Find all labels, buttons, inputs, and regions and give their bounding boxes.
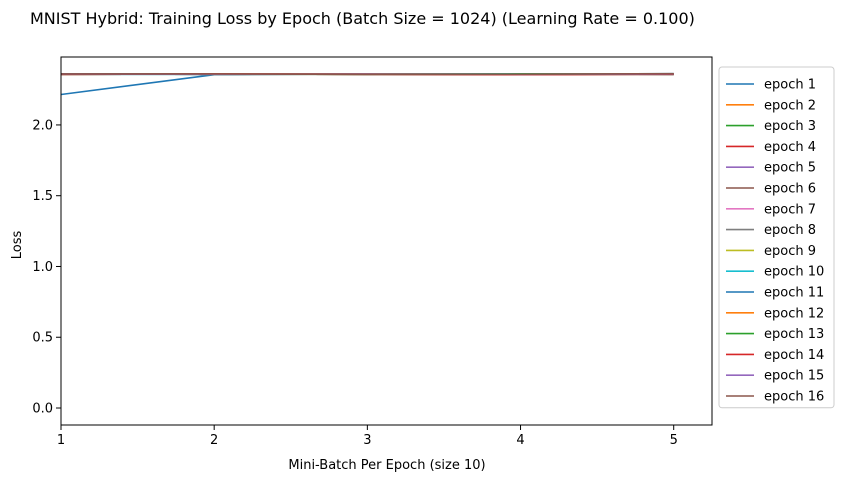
x-tick-label: 1 bbox=[57, 433, 65, 448]
plot-area bbox=[61, 74, 674, 95]
y-tick-label: 1.0 bbox=[32, 260, 53, 275]
axes: 1 2 3 4 5 0.0 0.5 1.0 1.5 2.0 bbox=[32, 57, 712, 448]
series-line-1 bbox=[61, 74, 674, 95]
series-line-16 bbox=[61, 74, 674, 75]
legend-label: epoch 15 bbox=[764, 369, 824, 384]
legend-label: epoch 1 bbox=[764, 78, 816, 93]
legend-label: epoch 4 bbox=[764, 140, 816, 155]
legend-label: epoch 14 bbox=[764, 348, 824, 363]
legend-label: epoch 8 bbox=[764, 223, 816, 238]
legend-label: epoch 6 bbox=[764, 182, 816, 197]
y-tick-label: 0.0 bbox=[32, 402, 53, 417]
y-tick-label: 0.5 bbox=[32, 331, 53, 346]
y-axis-label: Loss bbox=[10, 231, 25, 260]
legend-label: epoch 12 bbox=[764, 306, 824, 321]
legend-label: epoch 10 bbox=[764, 265, 824, 280]
legend-label: epoch 2 bbox=[764, 98, 816, 113]
chart-title: MNIST Hybrid: Training Loss by Epoch (Ba… bbox=[30, 9, 695, 28]
legend-label: epoch 9 bbox=[764, 244, 816, 259]
x-tick-label: 2 bbox=[210, 433, 218, 448]
x-axis-label: Mini-Batch Per Epoch (size 10) bbox=[288, 458, 485, 473]
y-tick-label: 2.0 bbox=[32, 118, 53, 133]
legend-label: epoch 16 bbox=[764, 390, 824, 405]
x-tick-label: 5 bbox=[670, 433, 678, 448]
legend-label: epoch 3 bbox=[764, 119, 816, 134]
legend: epoch 1 epoch 2 epoch 3 epoch 4 epoch 5 epoch… bbox=[719, 67, 834, 408]
x-tick-label: 4 bbox=[516, 433, 524, 448]
legend-label: epoch 13 bbox=[764, 327, 824, 342]
axes-frame bbox=[61, 57, 712, 425]
y-tick-label: 1.5 bbox=[32, 189, 53, 204]
legend-label: epoch 11 bbox=[764, 286, 824, 301]
legend-label: epoch 7 bbox=[764, 202, 816, 217]
x-tick-label: 3 bbox=[363, 433, 371, 448]
legend-label: epoch 5 bbox=[764, 161, 816, 176]
